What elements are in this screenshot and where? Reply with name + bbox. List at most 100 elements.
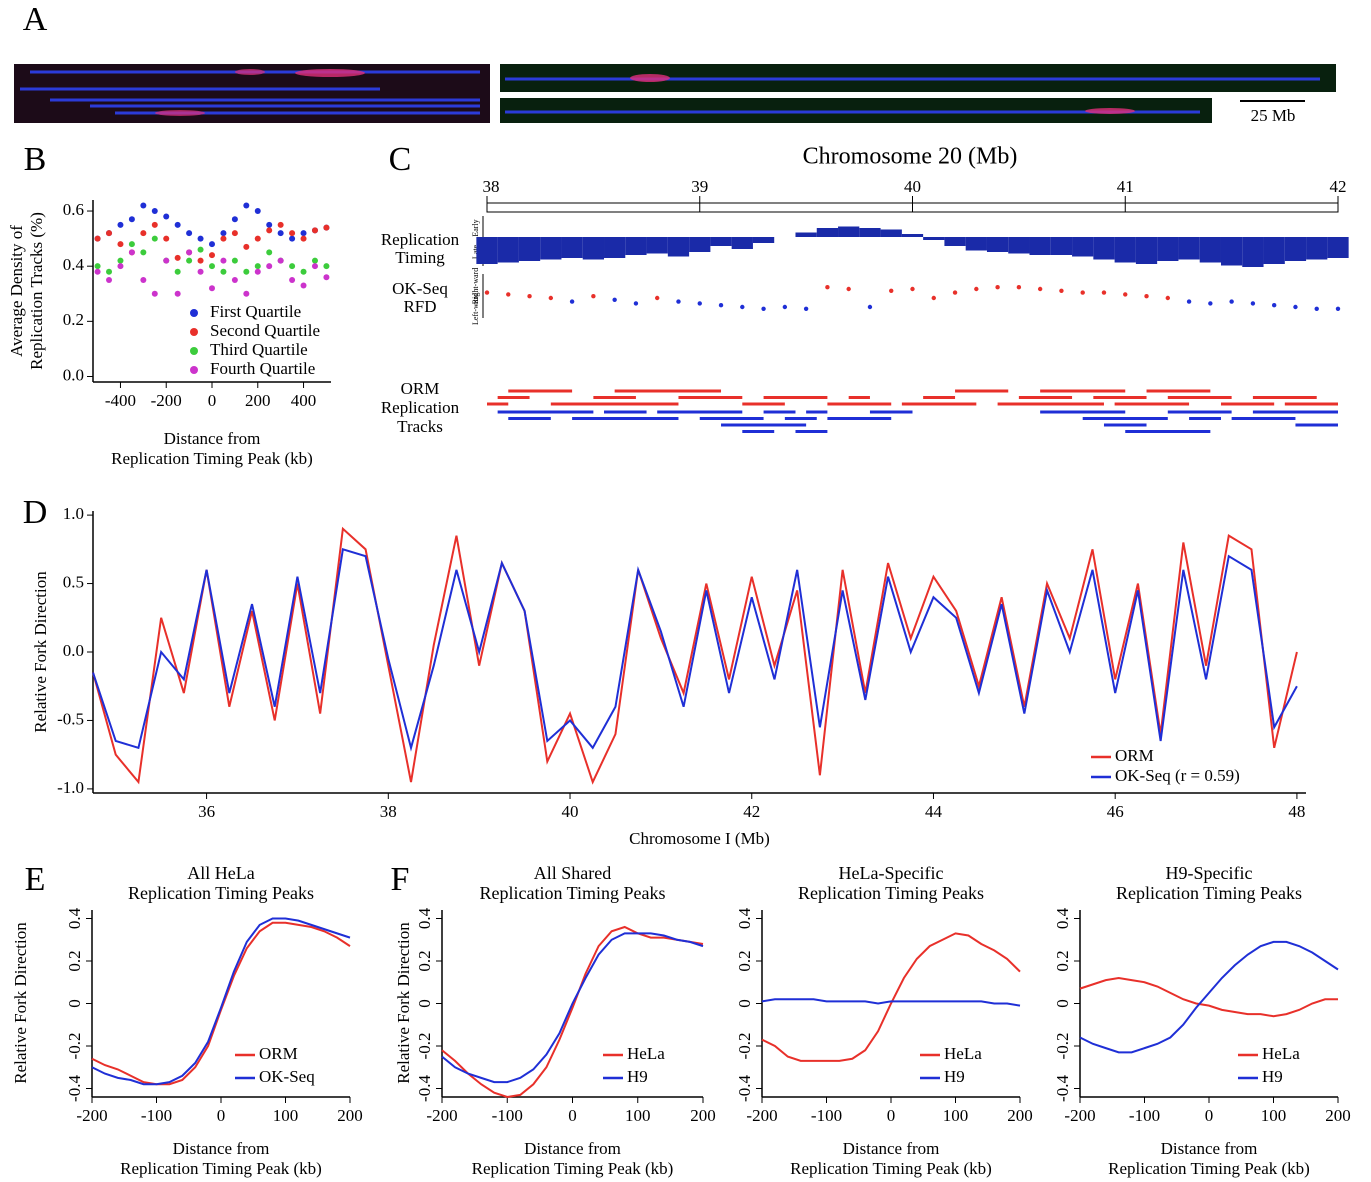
timing-bar — [817, 228, 838, 237]
rfd-point — [804, 307, 808, 311]
point — [232, 216, 238, 222]
rfd-point — [506, 292, 510, 296]
rfd-point — [570, 299, 574, 303]
y-tick-label: 0 — [735, 999, 754, 1008]
x-axis-label: Chromosome I (Mb) — [629, 829, 770, 848]
rfd-point — [1336, 307, 1340, 311]
point — [198, 236, 204, 242]
timing-bar — [1285, 237, 1306, 261]
point — [312, 263, 318, 269]
y-tick-label: -0.4 — [415, 1075, 434, 1102]
point — [117, 258, 123, 264]
rfd-point — [1144, 294, 1148, 298]
point — [152, 291, 158, 297]
x-tick-label: 40 — [562, 802, 579, 821]
chart-title: Replication Timing Peaks — [479, 883, 665, 903]
timing-bar — [966, 237, 987, 251]
rfd-point — [719, 303, 723, 307]
rfd-point — [1251, 301, 1255, 305]
timing-bar — [1306, 237, 1327, 260]
timing-bar — [625, 237, 646, 255]
y-tick-label: -0.4 — [65, 1075, 84, 1102]
x-tick-label: -200 — [1064, 1106, 1095, 1125]
point — [140, 230, 146, 236]
y-tick-label: 0.0 — [63, 641, 84, 660]
y-tick-label: 0.6 — [63, 200, 84, 219]
rfd-point — [698, 301, 702, 305]
point — [220, 258, 226, 264]
y-axis-label: Relative Fork Direction — [394, 922, 413, 1084]
rfd-point — [825, 285, 829, 289]
point — [152, 222, 158, 228]
point — [95, 269, 101, 275]
rfd-point — [1187, 299, 1191, 303]
x-tick-label: 46 — [1107, 802, 1124, 821]
timing-bar — [1093, 237, 1114, 260]
track-label: Replication — [381, 230, 460, 249]
rfd-point — [549, 296, 553, 300]
point — [266, 263, 272, 269]
timing-bar — [795, 233, 816, 238]
rfd-point — [995, 285, 999, 289]
point — [289, 277, 295, 283]
legend-label: H9 — [944, 1067, 965, 1086]
rfd-point — [1166, 296, 1170, 300]
x-axis-label: Distance from — [843, 1139, 940, 1158]
timing-bar — [1072, 237, 1093, 257]
point — [140, 249, 146, 255]
point — [186, 258, 192, 264]
point — [301, 282, 307, 288]
legend-label: OK-Seq — [259, 1067, 315, 1086]
point — [186, 249, 192, 255]
point — [243, 244, 249, 250]
chart-title: H9-Specific — [1166, 863, 1253, 883]
timing-bar — [859, 228, 880, 237]
y-tick-label: 0.4 — [735, 907, 754, 929]
x-tick-label: 36 — [198, 802, 215, 821]
x-tick-label: 200 — [1325, 1106, 1351, 1125]
point — [198, 247, 204, 253]
timing-bar — [1115, 237, 1136, 263]
rfd-point — [1272, 303, 1276, 307]
panel-letter: B — [24, 141, 47, 178]
y-tick-label: 0 — [415, 999, 434, 1008]
x-tick-label: -200 — [76, 1106, 107, 1125]
micrograph — [14, 64, 1336, 123]
x-tick-label: 100 — [273, 1106, 299, 1125]
legend-label: HeLa — [944, 1044, 982, 1063]
legend-swatch — [190, 309, 198, 317]
point — [163, 214, 169, 220]
x-tick-label: 44 — [925, 802, 943, 821]
timing-bar — [583, 237, 604, 260]
point — [278, 258, 284, 264]
point — [301, 230, 307, 236]
timing-bar — [540, 237, 561, 260]
timing-bar — [647, 237, 668, 254]
panel-letter: E — [25, 861, 46, 898]
legend-label: First Quartile — [210, 302, 301, 321]
rfd-point — [932, 296, 936, 300]
point — [278, 230, 284, 236]
point — [243, 291, 249, 297]
timing-bar — [1008, 237, 1029, 254]
rfd-point — [953, 290, 957, 294]
x-tick-label: 40 — [904, 177, 921, 196]
timing-bar — [1051, 237, 1072, 255]
point — [312, 258, 318, 264]
x-tick-label: 39 — [691, 177, 708, 196]
y-tick-label: -0.2 — [1053, 1033, 1072, 1060]
point — [117, 222, 123, 228]
point — [163, 236, 169, 242]
legend-label: ORM — [1115, 746, 1154, 765]
x-tick-label: 0 — [208, 391, 217, 410]
x-tick-label: 41 — [1117, 177, 1134, 196]
point — [175, 255, 181, 261]
y-tick-label: -0.2 — [65, 1033, 84, 1060]
point — [175, 222, 181, 228]
y-tick-label: 0.0 — [63, 365, 84, 384]
rfd-point — [591, 294, 595, 298]
x-axis-label: Replication Timing Peak (kb) — [1108, 1159, 1310, 1178]
point — [232, 258, 238, 264]
point — [220, 236, 226, 242]
point — [232, 230, 238, 236]
